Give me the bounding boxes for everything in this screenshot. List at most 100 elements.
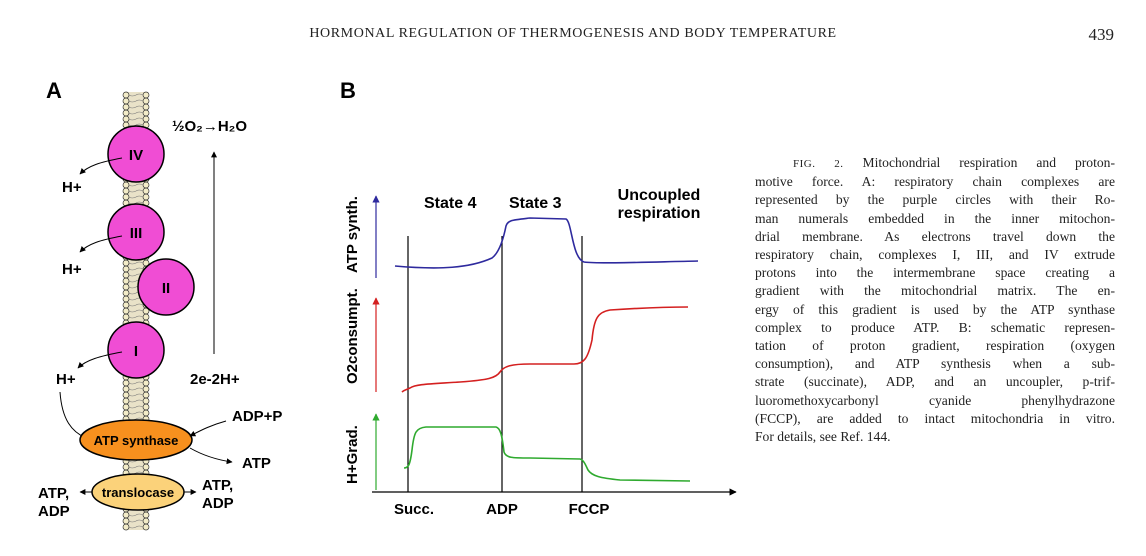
- lipid-tail: [128, 465, 144, 469]
- lipid-head: [122, 313, 130, 321]
- lipid-head: [122, 277, 130, 285]
- lipid-tail: [128, 399, 144, 403]
- lipid-head: [142, 97, 150, 105]
- lipid-head: [122, 271, 130, 279]
- lipid-head: [122, 193, 130, 201]
- atp-label: ATP: [242, 455, 271, 472]
- lipid-head: [122, 517, 130, 525]
- lipid-tail: [128, 513, 144, 517]
- proton-label-iii: H+: [62, 261, 82, 278]
- lipid-tail: [128, 525, 144, 529]
- lipid-head: [122, 259, 130, 267]
- proton-arrow-i: [77, 351, 123, 369]
- lipid-head: [122, 181, 130, 189]
- lipid-head: [122, 289, 130, 297]
- lipid-head: [122, 91, 130, 99]
- lipid-head: [122, 379, 130, 387]
- lipid-head: [122, 409, 130, 417]
- complex-ii-circle: [137, 258, 195, 316]
- x-label-succ: Succ.: [394, 501, 434, 518]
- respiration-label: respiration: [618, 205, 701, 222]
- electron-label: 2e-2H+: [190, 371, 240, 388]
- lipid-tail: [128, 387, 144, 391]
- lipid-head: [122, 265, 130, 273]
- caption-line: gradient with the mitochondrial matrix. …: [755, 283, 1115, 299]
- proton-arrow-iii: [79, 235, 123, 253]
- lipid-head: [142, 385, 150, 393]
- caption-line: respiratory chain, complexes I, III, and…: [755, 247, 1115, 263]
- lipid-head: [122, 295, 130, 303]
- lipid-head: [122, 403, 130, 411]
- lipid-head: [142, 115, 150, 123]
- lipid-tail: [128, 381, 144, 385]
- lipid-head: [142, 511, 150, 519]
- lipid-head: [142, 517, 150, 525]
- lipid-head: [142, 391, 150, 399]
- lipid-head: [122, 391, 130, 399]
- h-gradient-trace: [403, 426, 691, 482]
- atp-out-arrow: [189, 447, 233, 465]
- lipid-head: [122, 385, 130, 393]
- lipid-tail: [128, 183, 144, 187]
- lipid-head: [122, 283, 130, 291]
- lipid-tail: [128, 267, 144, 271]
- lipid-head: [142, 313, 150, 321]
- lipid-head: [122, 301, 130, 309]
- lipid-tail: [128, 261, 144, 265]
- caption-line: man numerals embedded in the inner mitoc…: [755, 210, 1115, 226]
- lipid-head: [142, 403, 150, 411]
- atp-synthase-ellipse: [79, 419, 193, 461]
- lipid-head: [122, 109, 130, 117]
- lipid-head: [142, 523, 150, 531]
- lipid-head: [142, 397, 150, 405]
- hgrad-axis-label: H+Grad.: [344, 425, 361, 484]
- translocase-right-label-1: ATP,: [202, 477, 233, 494]
- lipid-head: [122, 511, 130, 519]
- lipid-tail: [128, 195, 144, 199]
- complex-ii-label: II: [162, 280, 170, 297]
- caption-line: (FCCP), are added to intact mitochondria…: [755, 410, 1115, 426]
- complex-i-circle: [107, 321, 165, 379]
- lipid-head: [122, 115, 130, 123]
- complex-iii-circle: [107, 203, 165, 261]
- caption-line: luoromethoxycarbonyl cyanide phenylhydra…: [755, 392, 1115, 408]
- translocase-left-label-1: ATP,: [38, 485, 69, 502]
- atp-synthesis-trace: [394, 217, 699, 269]
- lipid-head: [142, 187, 150, 195]
- panel-b: B State 4 State 3 Uncoupled respiration …: [340, 78, 737, 518]
- lipid-tail: [128, 309, 144, 313]
- running-head: HORMONAL REGULATION OF THERMOGENESIS AND…: [309, 26, 837, 41]
- proton-label-iv: H+: [62, 179, 82, 196]
- figure-caption: FIG. 2. Mitochondrial respiration and pr…: [755, 154, 1115, 446]
- lipid-head: [142, 91, 150, 99]
- caption-line: ergy of this gradient is used by the ATP…: [755, 301, 1115, 317]
- lipid-tail: [128, 519, 144, 523]
- translocase-right-label-2: ADP: [202, 495, 234, 512]
- lipid-tail: [128, 405, 144, 409]
- panel-b-label: B: [340, 78, 356, 103]
- caption-fig-label: FIG. 2.: [793, 158, 844, 170]
- proton-arrow-iv: [79, 157, 123, 175]
- panel-a-label: A: [46, 78, 62, 103]
- lipid-head: [142, 103, 150, 111]
- caption-line: FIG. 2. Mitochondrial respiration and pr…: [793, 155, 1115, 170]
- figure: A IV III II I H+ H+ H+ ½O₂→H₂O 2e-2H+ AT…: [38, 78, 737, 531]
- caption-line: represented by the purple circles with t…: [755, 192, 1115, 208]
- lipid-head: [142, 109, 150, 117]
- lipid-tail: [128, 189, 144, 193]
- complex-i-label: I: [134, 343, 138, 360]
- panel-a: A IV III II I H+ H+ H+ ½O₂→H₂O 2e-2H+ AT…: [38, 78, 282, 531]
- caption-line: strate (succinate), ADP, and an uncouple…: [755, 374, 1115, 390]
- x-label-fccp: FCCP: [569, 501, 610, 518]
- lipid-head: [122, 187, 130, 195]
- lipid-head: [142, 193, 150, 201]
- lipid-head: [122, 523, 130, 531]
- proton-return-arrow: [59, 391, 87, 439]
- caption-line: tation of proton gradient, respiration (…: [755, 338, 1115, 354]
- lipid-head: [122, 397, 130, 405]
- o2-axis-label: O2consumpt.: [344, 288, 361, 384]
- translocase-label: translocase: [102, 485, 174, 500]
- caption-line: complex to produce ATP. B: schematic rep…: [755, 319, 1115, 335]
- complex-iii-label: III: [130, 225, 143, 242]
- lipid-tail: [128, 315, 144, 319]
